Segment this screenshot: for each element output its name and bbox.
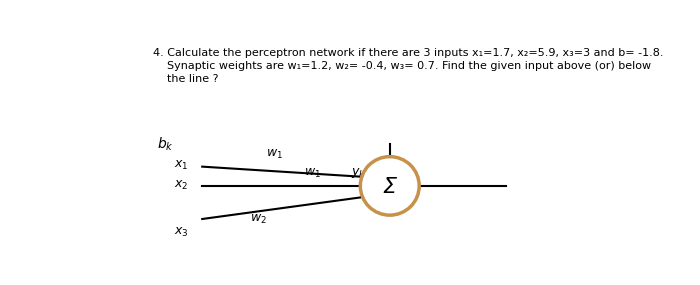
Text: $x_3$: $x_3$ (174, 226, 188, 239)
Text: Synaptic weights are w₁=1.2, w₂= -0.4, w₃= 0.7. Find the given input above (or) : Synaptic weights are w₁=1.2, w₂= -0.4, w… (153, 61, 652, 71)
Text: the line ?: the line ? (153, 74, 219, 84)
Text: $y_k$: $y_k$ (351, 166, 366, 180)
Text: $b_k$: $b_k$ (158, 136, 174, 153)
Text: 4. Calculate the perceptron network if there are 3 inputs x₁=1.7, x₂=5.9, x₃=3 a: 4. Calculate the perceptron network if t… (153, 48, 664, 58)
Text: $w_1$: $w_1$ (304, 167, 321, 180)
Text: Σ: Σ (383, 178, 397, 198)
Text: $w_2$: $w_2$ (251, 213, 267, 226)
Text: $w_1$: $w_1$ (266, 148, 283, 161)
Text: $x_2$: $x_2$ (174, 179, 188, 192)
Text: $x_1$: $x_1$ (174, 158, 188, 172)
